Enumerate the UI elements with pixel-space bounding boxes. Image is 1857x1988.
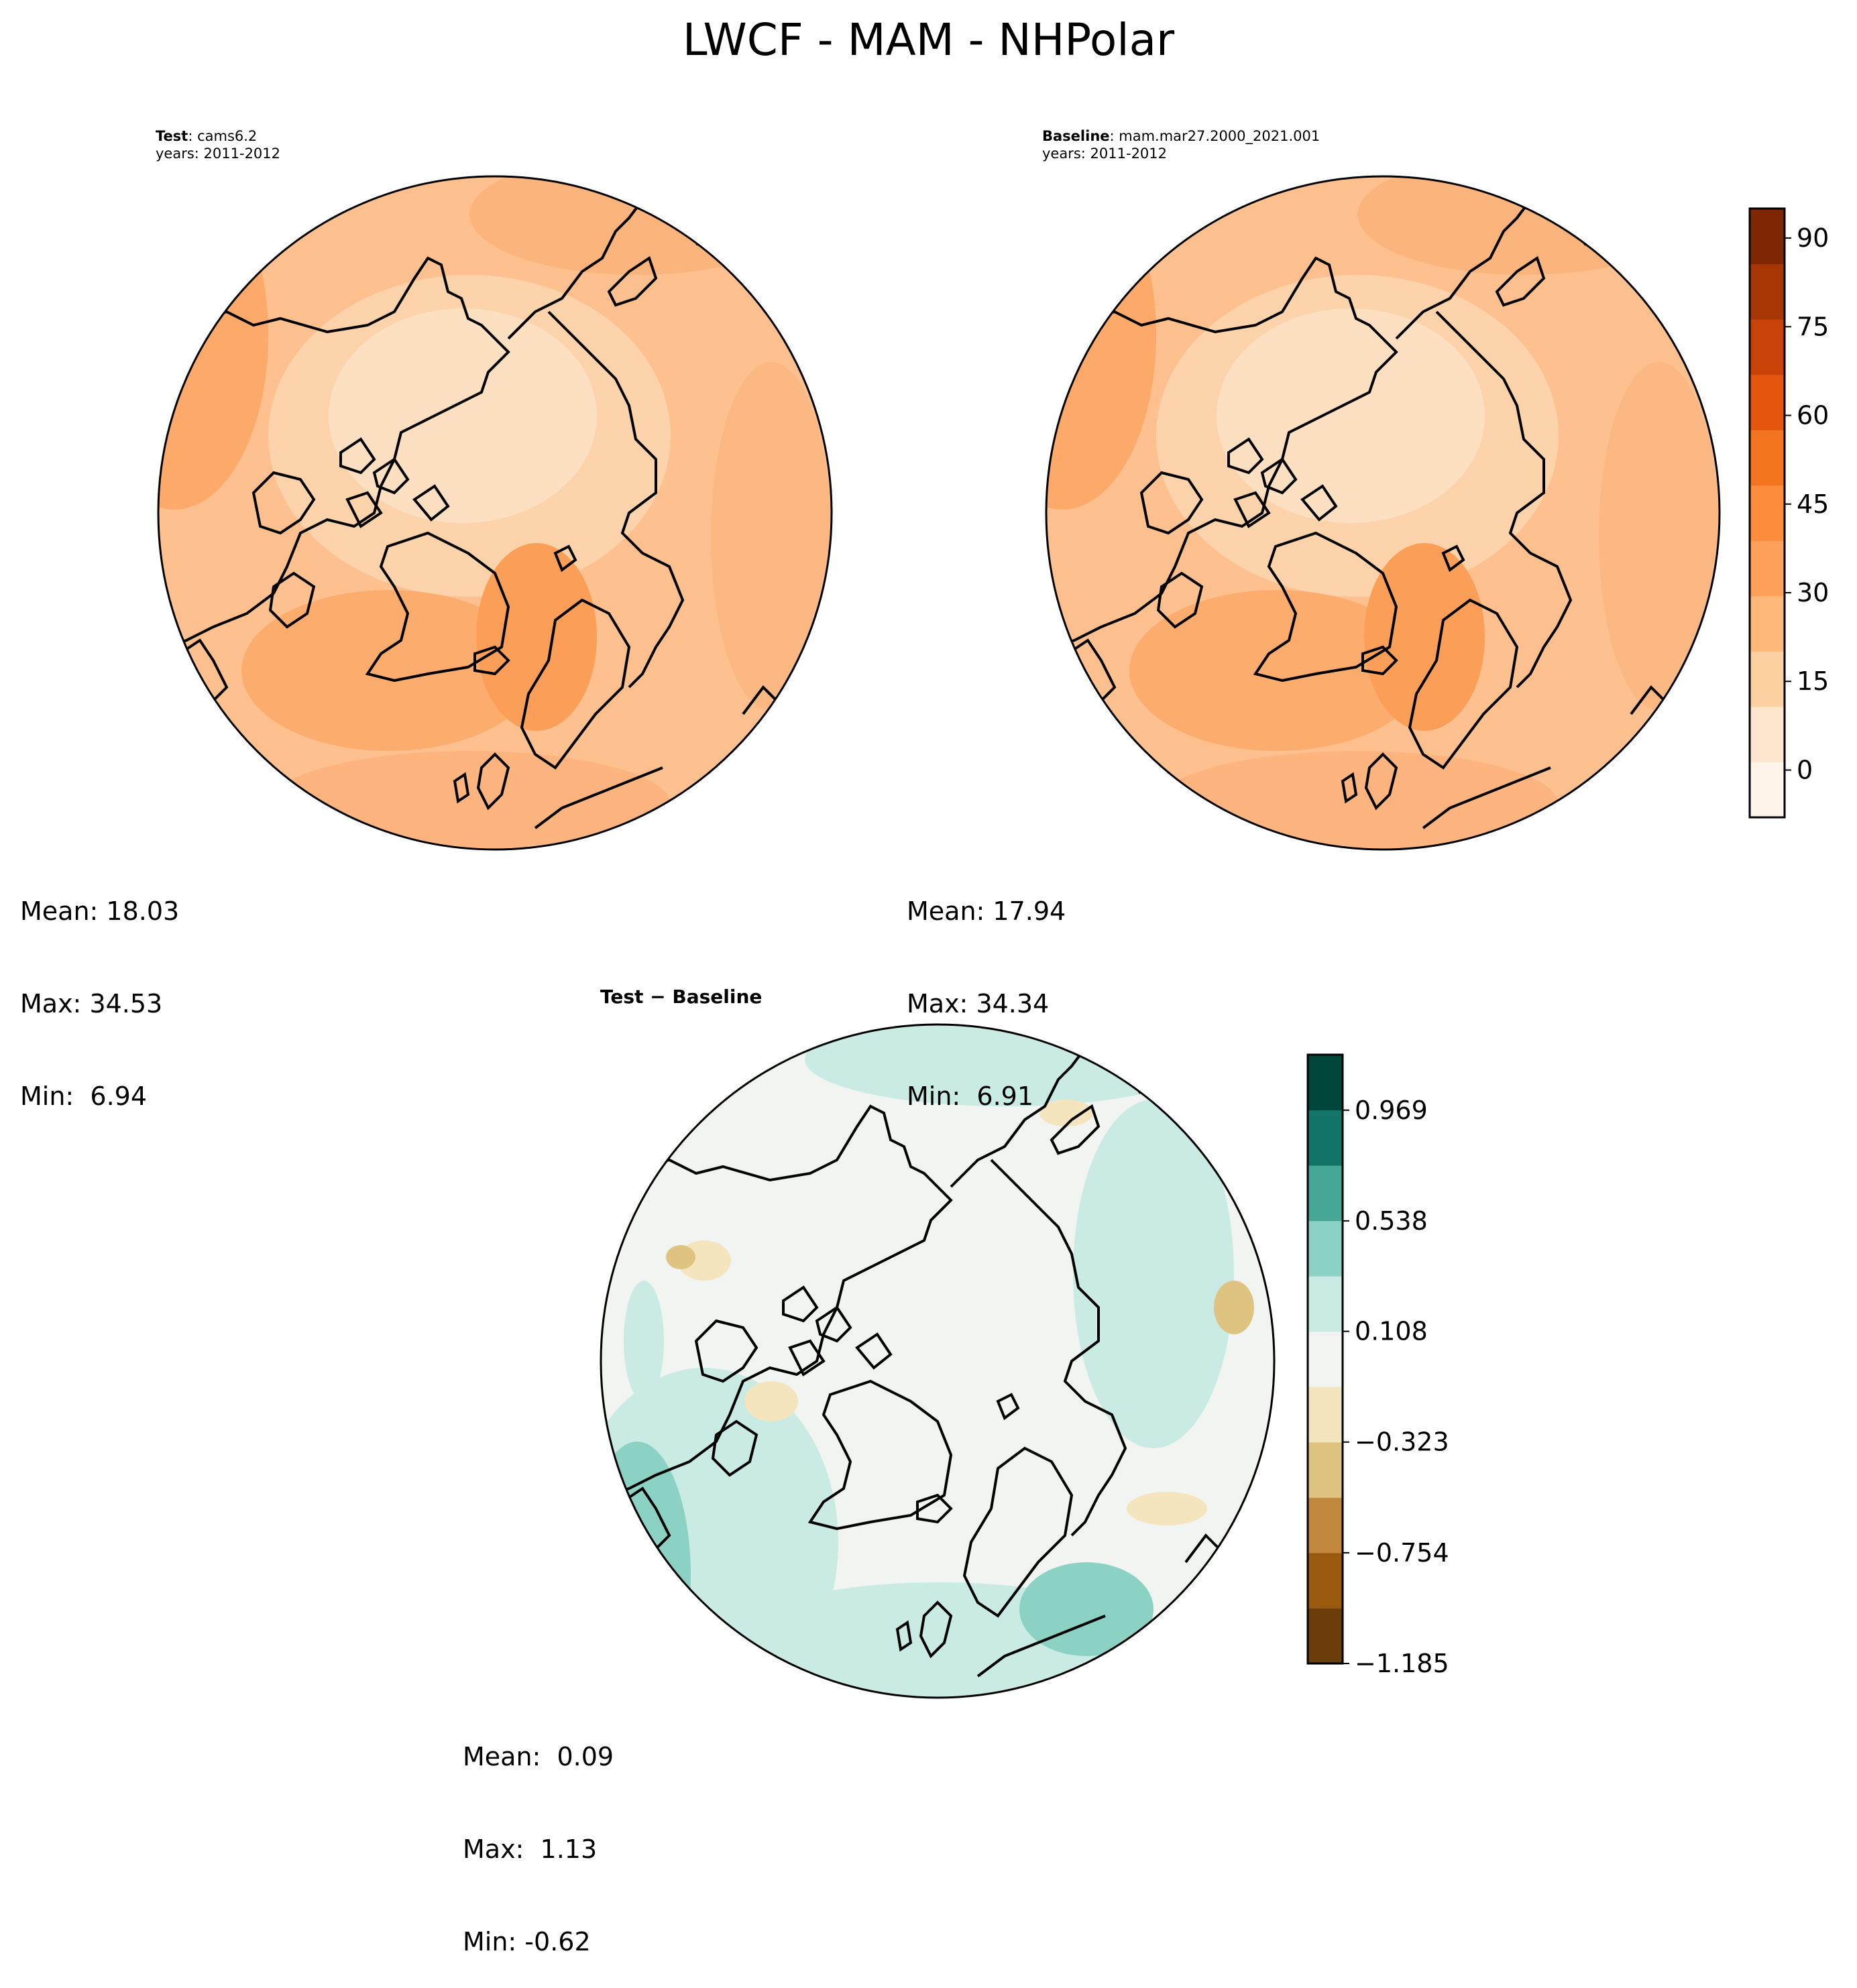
oranges-colorbar-tick-label: 90 <box>1797 223 1829 253</box>
figure-title: LWCF - MAM - NHPolar <box>682 14 1175 66</box>
oranges-colorbar-outline <box>1748 207 1786 819</box>
diverging-colorbar-band <box>1308 1276 1343 1332</box>
oranges-colorbar-band <box>1750 540 1785 597</box>
baseline-years: years: 2011-2012 <box>1042 145 1168 162</box>
figure-canvas: 90 75 60 45 30 15 0 0.969 0.538 0.108 −0.323 −0.75… <box>157 175 1829 1699</box>
oranges-colorbar-tick-label: 15 <box>1797 666 1829 696</box>
baseline-label-case: : mam.mar27.2000_2021.001 <box>1109 128 1320 144</box>
diverging-colorbar-band <box>1308 1442 1343 1498</box>
baseline-max: Max: 34.34 <box>907 989 1050 1018</box>
oranges-colorbar-band <box>1750 264 1785 320</box>
oranges-colorbar-band <box>1750 430 1785 486</box>
oranges-colorbar-band <box>1750 706 1785 762</box>
diff-panel-label: Test − Baseline <box>600 986 763 1008</box>
baseline-panel-label: Baseline: mam.mar27.2000_2021.001 years:… <box>1042 127 1320 162</box>
oranges-colorbar-band <box>1750 319 1785 375</box>
oranges-colorbar-tick-label: 45 <box>1797 489 1829 519</box>
test-mean: Mean: 18.03 <box>20 896 180 926</box>
oranges-colorbar-tick-label: 60 <box>1797 401 1829 430</box>
baseline-map <box>1045 175 1721 851</box>
oranges-colorbar-band <box>1750 651 1785 707</box>
diverging-colorbar-band <box>1308 1331 1343 1387</box>
oranges-colorbar-band <box>1750 595 1785 652</box>
oranges-colorbar-band <box>1750 485 1785 541</box>
test-min: Min: 6.94 <box>20 1081 147 1111</box>
diverging-colorbar-band <box>1308 1165 1343 1222</box>
diverging-colorbar-band <box>1308 1220 1343 1277</box>
test-map <box>157 175 833 851</box>
diff-stats: Mean: 0.09 Max: 1.13 Min: -0.62 <box>463 1680 614 1988</box>
diff-max: Max: 1.13 <box>463 1834 598 1864</box>
test-label-case: : cams6.2 <box>188 128 258 144</box>
oranges-colorbar-tick-label: 0 <box>1797 755 1813 784</box>
diff-mean: Mean: 0.09 <box>463 1742 614 1771</box>
oranges-colorbar-band <box>1750 209 1785 265</box>
diverging-colorbar-band <box>1308 1110 1343 1166</box>
oranges-colorbar-tick-label: 30 <box>1797 578 1829 607</box>
colorbar-diverging: 0.969 0.538 0.108 −0.323 −0.754 −1.185 <box>1306 1053 1449 1678</box>
diverging-colorbar-tick-label: 0.108 <box>1355 1317 1428 1346</box>
diverging-colorbar-tick-label: 0.538 <box>1355 1206 1428 1236</box>
diverging-colorbar-band <box>1308 1608 1343 1664</box>
diverging-colorbar-tick-label: −0.754 <box>1355 1538 1449 1568</box>
oranges-colorbar-tick-label: 75 <box>1797 312 1829 341</box>
baseline-mean: Mean: 17.94 <box>907 896 1066 926</box>
diverging-colorbar-band <box>1308 1497 1343 1554</box>
diverging-colorbar-band <box>1308 1552 1343 1609</box>
test-panel-label: Test: cams6.2 years: 2011-2012 <box>156 127 280 162</box>
test-label-bold: Test <box>156 128 188 144</box>
oranges-colorbar-band <box>1750 374 1785 430</box>
diverging-colorbar-band <box>1308 1387 1343 1443</box>
diverging-colorbar-tick-label: 0.969 <box>1355 1096 1428 1125</box>
baseline-stats: Mean: 17.94 Max: 34.34 Min: 6.91 <box>907 834 1066 1143</box>
diverging-colorbar-band <box>1308 1055 1343 1111</box>
test-stats: Mean: 18.03 Max: 34.53 Min: 6.94 <box>20 834 179 1143</box>
diverging-colorbar-tick-label: −1.185 <box>1355 1649 1449 1678</box>
test-max: Max: 34.53 <box>20 989 163 1018</box>
diff-min: Min: -0.62 <box>463 1927 591 1956</box>
oranges-colorbar-band <box>1750 762 1785 818</box>
baseline-label-bold: Baseline <box>1042 128 1110 144</box>
diverging-colorbar-outline <box>1306 1053 1344 1665</box>
colorbar-oranges: 90 75 60 45 30 15 0 <box>1748 207 1829 819</box>
diverging-colorbar-tick-label: −0.323 <box>1355 1427 1449 1457</box>
baseline-min: Min: 6.91 <box>907 1081 1033 1111</box>
test-years: years: 2011-2012 <box>156 145 281 162</box>
